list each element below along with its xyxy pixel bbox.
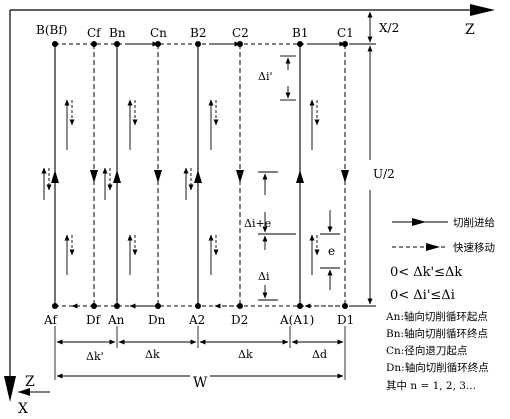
label-bn: Bn bbox=[109, 26, 126, 40]
small-cycle-arrows-middle bbox=[41, 167, 194, 200]
small-cycle-arrows-lower bbox=[64, 234, 320, 275]
condition-k: 0< Δk'≤Δk bbox=[390, 265, 462, 280]
notes: An:轴向切削循环起点 Bn:轴向切削循环终点 Cn:径向退刀起点 Dn:轴向切… bbox=[385, 310, 489, 392]
label-a2: A2 bbox=[188, 313, 205, 327]
w-label: W bbox=[193, 375, 208, 391]
label-b-bf: B(Bf) bbox=[36, 23, 67, 37]
note-cn: Cn:径向退刀起点 bbox=[386, 344, 467, 357]
z-small-label: Z bbox=[25, 374, 35, 390]
note-an: An:轴向切削循环起点 bbox=[385, 310, 488, 323]
e-label: e bbox=[328, 244, 335, 258]
bottom-points bbox=[52, 303, 348, 309]
label-an: An bbox=[107, 313, 125, 327]
di-plus-e-dimension bbox=[258, 171, 296, 301]
dk-label-2: Δk bbox=[238, 348, 253, 361]
x-axis-label: X bbox=[18, 401, 28, 417]
label-a-a1: A(A1) bbox=[279, 313, 314, 327]
condition-i: 0< Δi'≤Δi bbox=[390, 288, 455, 303]
label-b1: B1 bbox=[292, 26, 308, 40]
downward-rapid-arrows bbox=[90, 170, 349, 183]
dk-prime-label: Δk' bbox=[86, 350, 104, 363]
label-d1: D1 bbox=[337, 313, 354, 327]
legend: 切削进给 快速移动 bbox=[392, 216, 495, 254]
small-cycle-arrows-upper bbox=[64, 99, 320, 150]
legend-rapid-label: 快速移动 bbox=[453, 241, 495, 254]
label-dn: Dn bbox=[148, 313, 166, 327]
top-point-labels: B(Bf) Cf Bn Cn B2 C2 B1 C1 bbox=[36, 23, 354, 40]
note-bn: Bn:轴向切削循环终点 bbox=[386, 327, 488, 340]
u-half-label: U/2 bbox=[373, 167, 395, 181]
upward-feed-arrows bbox=[51, 170, 304, 183]
legend-cut-feed-swatch bbox=[392, 218, 448, 226]
label-cn: Cn bbox=[150, 26, 167, 40]
u-half-dimension bbox=[350, 45, 376, 307]
dk-label-1: Δk bbox=[145, 348, 160, 361]
x-half-dimension bbox=[350, 11, 376, 45]
note-dn: Dn:轴向切削循环终点 bbox=[386, 361, 489, 374]
top-points bbox=[52, 41, 348, 47]
label-cf: Cf bbox=[87, 26, 102, 40]
z-direction-indicator: Z bbox=[18, 374, 50, 396]
di-label: Δi bbox=[258, 270, 270, 283]
di-plus-e-label: Δi+e bbox=[244, 217, 271, 230]
label-b2: B2 bbox=[190, 26, 206, 40]
z-axis bbox=[10, 4, 495, 16]
label-c2: C2 bbox=[232, 26, 249, 40]
label-af: Af bbox=[43, 313, 58, 327]
bottom-point-labels: Af Df An Dn A2 D2 A(A1) D1 bbox=[43, 313, 354, 327]
legend-rapid-swatch bbox=[392, 243, 448, 251]
bottom-dimension-extensions bbox=[54, 326, 346, 380]
dd-label: Δd bbox=[312, 348, 327, 361]
label-d2: D2 bbox=[231, 313, 248, 327]
e-dimension bbox=[320, 210, 340, 290]
z-axis-label: Z bbox=[465, 22, 475, 38]
legend-cut-feed-label: 切削进给 bbox=[453, 216, 495, 229]
x-axis bbox=[4, 10, 16, 402]
di-prime-dimension bbox=[280, 55, 296, 101]
note-n: 其中 n = 1, 2, 3... bbox=[386, 379, 476, 392]
di-prime-label: Δi' bbox=[258, 70, 273, 83]
label-df: Df bbox=[86, 313, 102, 327]
label-c1: C1 bbox=[337, 26, 354, 40]
x-half-label: X/2 bbox=[379, 21, 399, 35]
rapid-return-paths bbox=[93, 44, 346, 306]
